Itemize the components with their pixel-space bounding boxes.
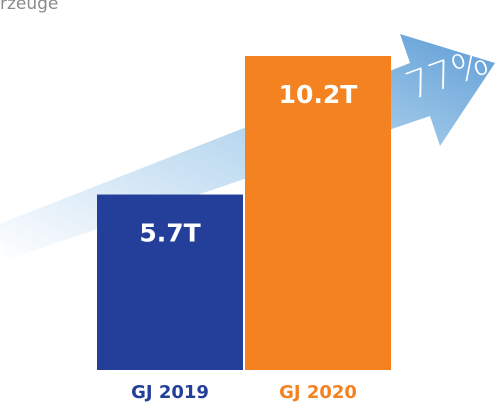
x-tick-label: GJ 2020 — [279, 382, 357, 403]
value-label: 10.2T — [279, 80, 358, 109]
chart-title: rzeuge — [0, 0, 58, 14]
x-tick-label: GJ 2019 — [131, 382, 209, 403]
bar — [97, 194, 243, 370]
value-label: 5.7T — [139, 219, 200, 248]
bar — [245, 56, 391, 370]
